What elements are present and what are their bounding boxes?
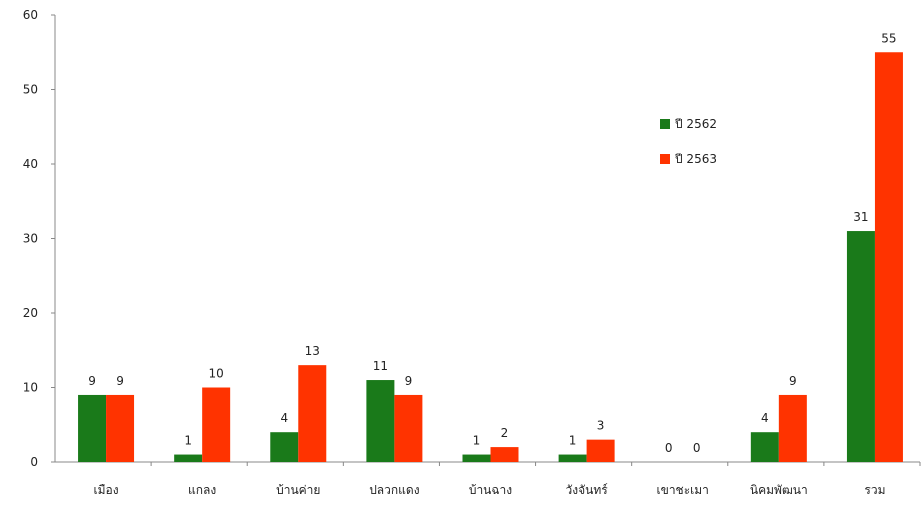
bar-value-label: 9 xyxy=(789,374,797,388)
legend-swatch xyxy=(660,154,670,164)
bar-value-label: 13 xyxy=(305,344,320,358)
bar-series-2 xyxy=(298,365,327,462)
x-category-label: ปลวกแดง xyxy=(369,483,419,497)
bar-value-label: 9 xyxy=(116,374,124,388)
x-category-label: รวม xyxy=(864,483,885,497)
bar-series-2 xyxy=(874,52,903,462)
bar-series-2 xyxy=(394,394,423,462)
bar-series-1 xyxy=(558,454,587,462)
bar-series-1 xyxy=(270,432,299,462)
bar-series-2 xyxy=(202,387,231,462)
y-tick-label: 30 xyxy=(23,232,38,246)
bar-value-label: 0 xyxy=(693,441,701,455)
bar-series-2 xyxy=(778,394,807,462)
x-category-label: นิคมพัฒนา xyxy=(750,483,808,497)
bar-value-label: 2 xyxy=(501,426,509,440)
x-category-label: บ้านค่าย xyxy=(276,483,320,497)
x-category-label: แกลง xyxy=(188,483,216,497)
legend-label: ปี 2562 xyxy=(674,117,717,131)
chart-legend: ปี 2562 ปี 2563 xyxy=(660,117,717,166)
bar-value-label: 9 xyxy=(405,374,413,388)
bar-value-label: 55 xyxy=(881,31,896,45)
x-category-label: เมือง xyxy=(94,483,119,497)
bar-value-label: 3 xyxy=(597,419,605,433)
x-category-label: บ้านฉาง xyxy=(469,483,512,497)
bar-value-label: 11 xyxy=(373,359,388,373)
bar-series-2 xyxy=(106,394,135,462)
bar-value-label: 1 xyxy=(569,434,577,448)
bar-value-label: 10 xyxy=(209,367,224,381)
bar-value-label: 31 xyxy=(853,210,868,224)
legend-label: ปี 2563 xyxy=(674,152,717,166)
bar-series-1 xyxy=(174,454,203,462)
y-tick-label: 20 xyxy=(23,306,38,320)
bar-series-2 xyxy=(586,439,615,462)
chart-bars xyxy=(78,52,903,462)
legend-swatch xyxy=(660,119,670,129)
y-tick-label: 60 xyxy=(23,8,38,22)
y-tick-label: 10 xyxy=(23,381,38,395)
bar-value-label: 9 xyxy=(88,374,96,388)
bar-value-label: 1 xyxy=(184,434,192,448)
bar-value-label: 0 xyxy=(665,441,673,455)
bar-series-1 xyxy=(750,432,779,462)
x-category-label: วังจันทร์ xyxy=(566,483,609,497)
bar-series-1 xyxy=(366,380,395,462)
bar-series-1 xyxy=(846,231,875,462)
bar-value-label: 1 xyxy=(473,434,481,448)
y-tick-label: 40 xyxy=(23,157,38,171)
bar-value-label: 4 xyxy=(280,411,288,425)
y-tick-label: 50 xyxy=(23,83,38,97)
bar-series-2 xyxy=(490,447,519,462)
bar-series-1 xyxy=(462,454,491,462)
bar-value-label: 4 xyxy=(761,411,769,425)
bar-series-1 xyxy=(78,394,107,462)
x-category-label: เขาชะเมา xyxy=(657,483,709,497)
y-tick-label: 0 xyxy=(30,455,38,469)
